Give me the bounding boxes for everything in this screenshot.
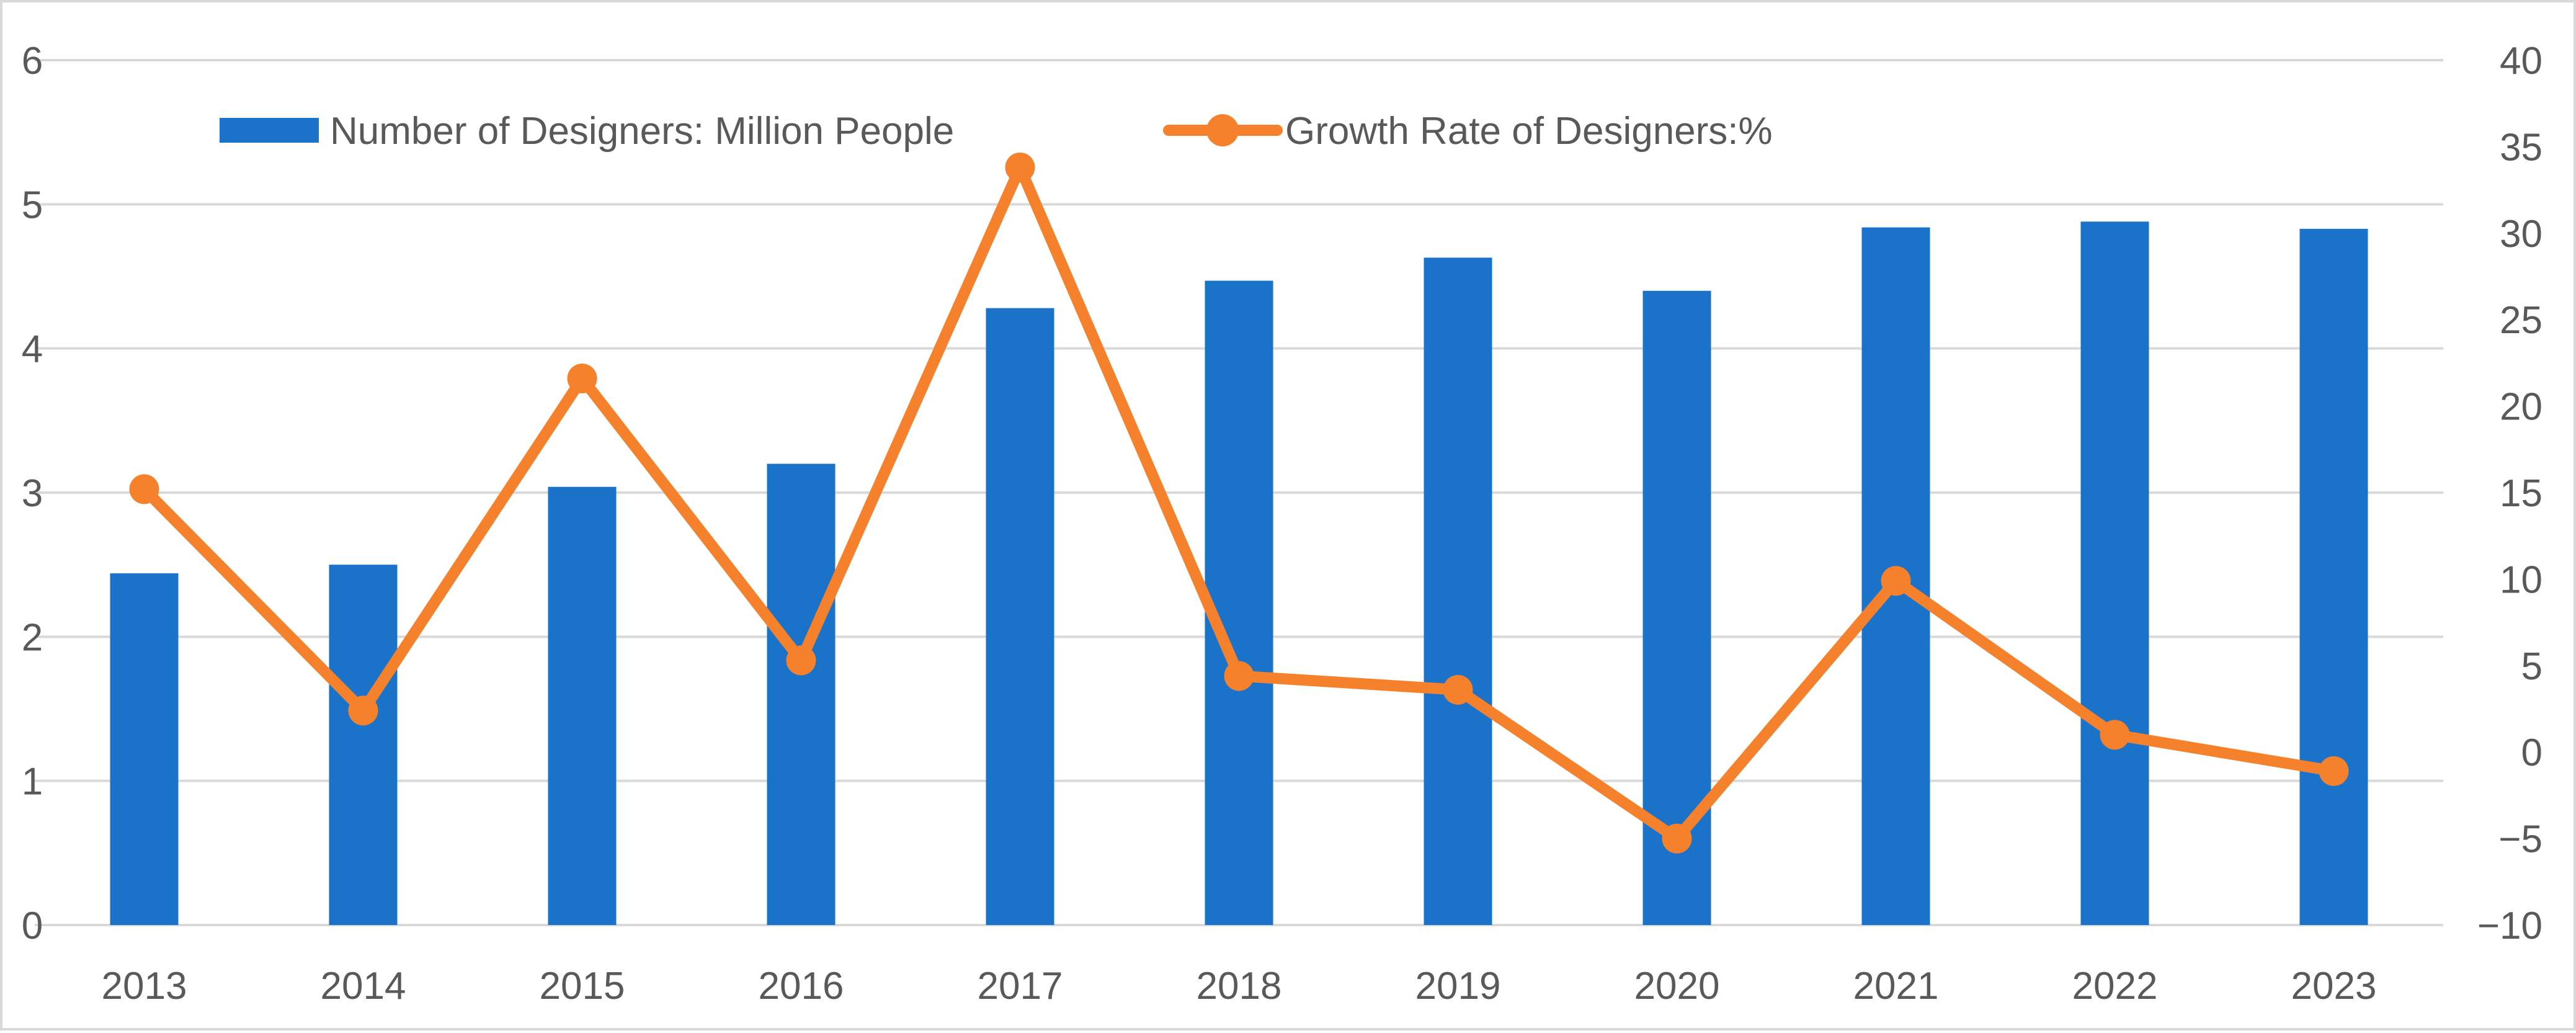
x-axis-tick-label: 2013 [102, 965, 187, 1008]
x-axis-tick-label: 2016 [759, 965, 844, 1008]
x-axis-tick-label: 2022 [2072, 965, 2158, 1008]
left-axis-tick-label: 6 [22, 40, 43, 83]
line-point [1443, 674, 1473, 705]
left-axis-tick-label: 2 [22, 616, 43, 659]
bar [2080, 221, 2149, 925]
line-point [2319, 756, 2349, 786]
left-axis-ticks: 0 1 2 3 4 5 6 [22, 40, 43, 947]
right-axis-tick-label: 30 [2500, 213, 2543, 256]
right-axis-tick-label: 0 [2521, 731, 2543, 774]
x-axis-tick-label: 2015 [540, 965, 625, 1008]
right-axis-ticks: −10 −5 0 5 10 15 20 25 30 35 40 [2477, 40, 2543, 947]
right-axis-tick-label: −10 [2477, 905, 2543, 947]
legend-bar-label: Number of Designers: Million People [330, 110, 954, 153]
x-axis-tick-label: 2021 [1853, 965, 1939, 1008]
bar [1424, 257, 1492, 926]
right-axis-tick-label: 20 [2500, 386, 2543, 429]
right-axis-tick-label: 10 [2500, 558, 2543, 601]
x-axis-tick-label: 2020 [1634, 965, 1720, 1008]
line-point [1662, 823, 1692, 854]
left-axis-tick-label: 0 [22, 905, 43, 947]
line-point [786, 645, 816, 676]
x-axis-tick-label: 2019 [1415, 965, 1501, 1008]
line-point [348, 695, 378, 726]
x-axis-tick-label: 2023 [2291, 965, 2377, 1008]
left-axis-tick-label: 4 [22, 328, 43, 371]
legend-line-marker [1206, 114, 1239, 146]
right-axis-tick-label: 5 [2521, 645, 2543, 688]
bar [767, 463, 836, 925]
line-point [2100, 720, 2130, 750]
bar [110, 573, 179, 925]
x-axis-tick-label: 2017 [978, 965, 1063, 1008]
line-series [129, 152, 2349, 854]
line-point [1005, 152, 1035, 182]
right-axis-tick-label: 40 [2500, 40, 2543, 83]
right-axis-tick-label: 25 [2500, 299, 2543, 342]
left-axis-tick-label: 3 [22, 472, 43, 515]
legend-line-label: Growth Rate of Designers:% [1285, 110, 1773, 153]
bar [329, 565, 398, 925]
line-point [567, 363, 597, 393]
bar [548, 486, 617, 925]
line-point [1224, 661, 1254, 691]
x-axis-tick-label: 2018 [1197, 965, 1282, 1008]
bar [986, 308, 1054, 925]
bar [1205, 280, 1273, 926]
legend: Number of Designers: Million People Grow… [220, 110, 1773, 153]
line-point [1881, 566, 1911, 596]
x-axis-ticks: 2013 2014 2015 2016 2017 2018 2019 2020 2021 2022… [102, 965, 2377, 1008]
left-axis-tick-label: 1 [22, 761, 43, 803]
right-axis-tick-label: 35 [2500, 126, 2543, 169]
x-axis-tick-label: 2014 [321, 965, 406, 1008]
left-axis-tick-label: 5 [22, 184, 43, 226]
bar [2299, 228, 2368, 926]
legend-bar-swatch [220, 118, 319, 143]
right-axis-tick-label: 15 [2500, 472, 2543, 515]
right-axis-tick-label: −5 [2498, 818, 2543, 861]
line-point [129, 474, 159, 504]
